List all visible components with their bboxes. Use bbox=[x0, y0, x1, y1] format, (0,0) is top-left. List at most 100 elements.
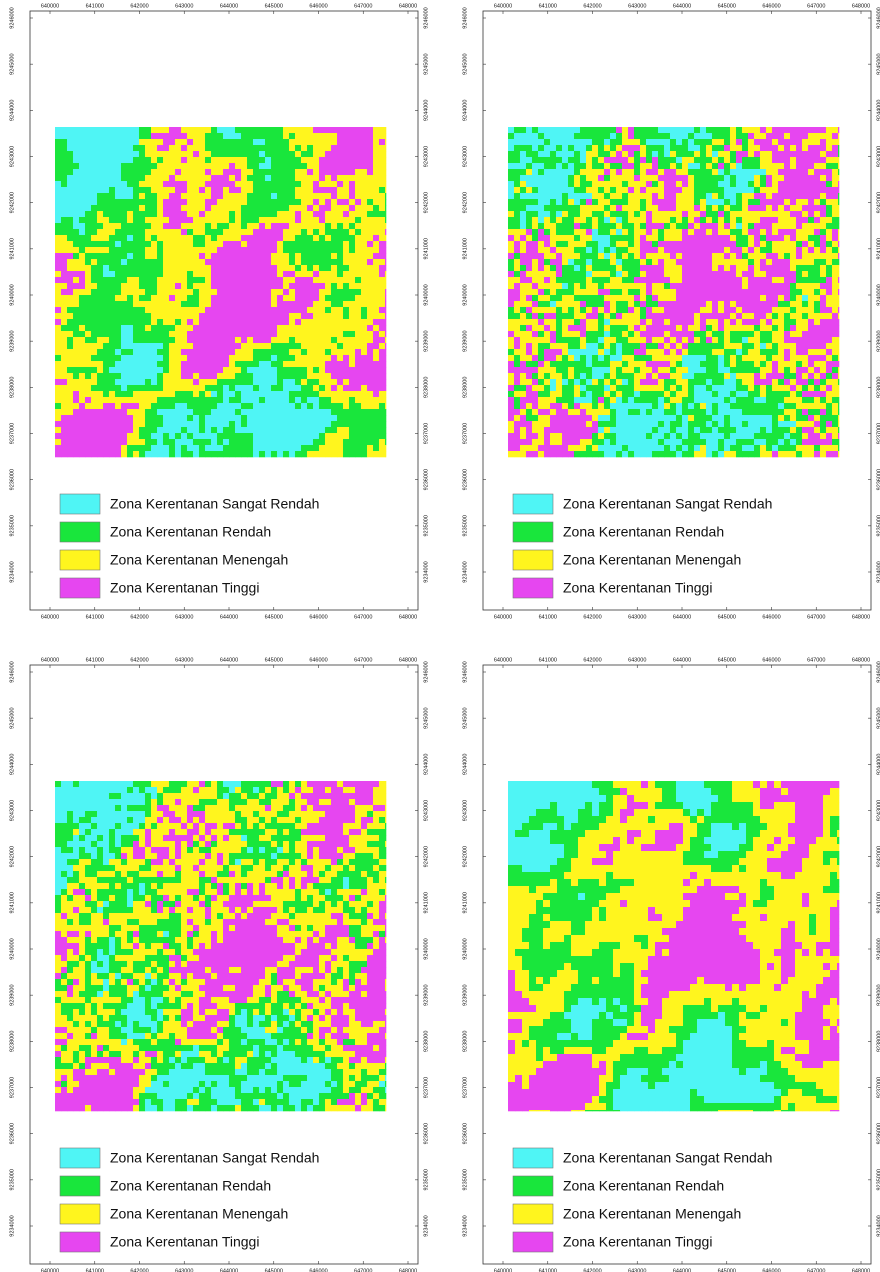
raster-cell bbox=[73, 187, 79, 193]
raster-cell bbox=[361, 145, 367, 151]
raster-cell bbox=[121, 223, 127, 229]
raster-cell bbox=[628, 301, 634, 307]
raster-cell bbox=[766, 301, 772, 307]
raster-cell bbox=[199, 217, 205, 223]
raster-cell bbox=[67, 397, 73, 403]
raster-cell bbox=[91, 289, 97, 295]
raster-cell bbox=[313, 295, 319, 301]
raster-cell bbox=[133, 229, 139, 235]
y-tick-label: 9239000 bbox=[462, 330, 468, 351]
raster-cell bbox=[253, 445, 259, 451]
raster-cell bbox=[157, 427, 163, 433]
raster-cell bbox=[520, 253, 526, 259]
raster-cell bbox=[247, 277, 253, 283]
raster-cell bbox=[163, 199, 169, 205]
raster-cell bbox=[97, 403, 103, 409]
raster-cell bbox=[640, 199, 646, 205]
raster-cell bbox=[319, 193, 325, 199]
raster-cell bbox=[115, 235, 121, 241]
raster-cell bbox=[622, 217, 628, 223]
raster-cell bbox=[730, 253, 736, 259]
raster-cell bbox=[241, 295, 247, 301]
raster-cell bbox=[826, 217, 832, 223]
raster-cell bbox=[325, 223, 331, 229]
raster-cell bbox=[718, 277, 724, 283]
raster-cell bbox=[688, 193, 694, 199]
raster-cell bbox=[349, 325, 355, 331]
raster-cell bbox=[568, 205, 574, 211]
raster-cell bbox=[133, 403, 139, 409]
raster-cell bbox=[748, 157, 754, 163]
raster-cell bbox=[700, 163, 706, 169]
raster-cell bbox=[289, 337, 295, 343]
raster-cell bbox=[319, 259, 325, 265]
raster-cell bbox=[367, 157, 373, 163]
raster-cell bbox=[550, 205, 556, 211]
raster-cell bbox=[325, 355, 331, 361]
raster-cell bbox=[61, 337, 67, 343]
raster-cell bbox=[187, 349, 193, 355]
raster-cell bbox=[55, 319, 61, 325]
raster-cell bbox=[241, 355, 247, 361]
raster-cell bbox=[97, 367, 103, 373]
raster-cell bbox=[253, 277, 259, 283]
raster-cell bbox=[103, 199, 109, 205]
raster-cell bbox=[283, 187, 289, 193]
raster-cell bbox=[271, 337, 277, 343]
raster-cell bbox=[508, 289, 514, 295]
raster-cell bbox=[85, 415, 91, 421]
raster-cell bbox=[814, 151, 820, 157]
raster-cell bbox=[307, 145, 313, 151]
raster-cell bbox=[349, 277, 355, 283]
raster-cell bbox=[61, 397, 67, 403]
raster-cell bbox=[355, 229, 361, 235]
raster-cell bbox=[724, 217, 730, 223]
raster-cell bbox=[562, 133, 568, 139]
raster-cell bbox=[760, 217, 766, 223]
raster-cell bbox=[544, 265, 550, 271]
raster-cell bbox=[277, 193, 283, 199]
raster-cell bbox=[640, 175, 646, 181]
raster-cell bbox=[97, 199, 103, 205]
raster-cell bbox=[289, 355, 295, 361]
raster-cell bbox=[67, 139, 73, 145]
raster-cell bbox=[742, 223, 748, 229]
raster-cell bbox=[187, 199, 193, 205]
raster-cell bbox=[337, 247, 343, 253]
raster-cell bbox=[169, 319, 175, 325]
raster-cell bbox=[295, 379, 301, 385]
raster-cell bbox=[127, 325, 133, 331]
raster-cell bbox=[301, 319, 307, 325]
raster-cell bbox=[355, 343, 361, 349]
raster-cell bbox=[211, 397, 217, 403]
raster-cell bbox=[337, 127, 343, 133]
raster-cell bbox=[211, 439, 217, 445]
raster-cell bbox=[181, 181, 187, 187]
raster-cell bbox=[199, 127, 205, 133]
raster-cell bbox=[61, 385, 67, 391]
raster-cell bbox=[241, 433, 247, 439]
raster-cell bbox=[223, 271, 229, 277]
raster-cell bbox=[730, 211, 736, 217]
raster-cell bbox=[718, 307, 724, 313]
raster-cell bbox=[199, 403, 205, 409]
raster-cell bbox=[133, 181, 139, 187]
raster-cell bbox=[211, 409, 217, 415]
raster-cell bbox=[127, 175, 133, 181]
raster-cell bbox=[277, 259, 283, 265]
raster-cell bbox=[742, 217, 748, 223]
raster-cell bbox=[556, 199, 562, 205]
raster-cell bbox=[271, 385, 277, 391]
raster-cell bbox=[568, 145, 574, 151]
raster-cell bbox=[199, 373, 205, 379]
raster-cell bbox=[145, 445, 151, 451]
raster-cell bbox=[211, 157, 217, 163]
raster-cell bbox=[658, 217, 664, 223]
raster-cell bbox=[55, 433, 61, 439]
raster-cell bbox=[379, 289, 385, 295]
raster-cell bbox=[385, 217, 386, 223]
raster-cell bbox=[211, 217, 217, 223]
raster-cell bbox=[259, 409, 265, 415]
raster-cell bbox=[700, 211, 706, 217]
raster-cell bbox=[802, 265, 808, 271]
